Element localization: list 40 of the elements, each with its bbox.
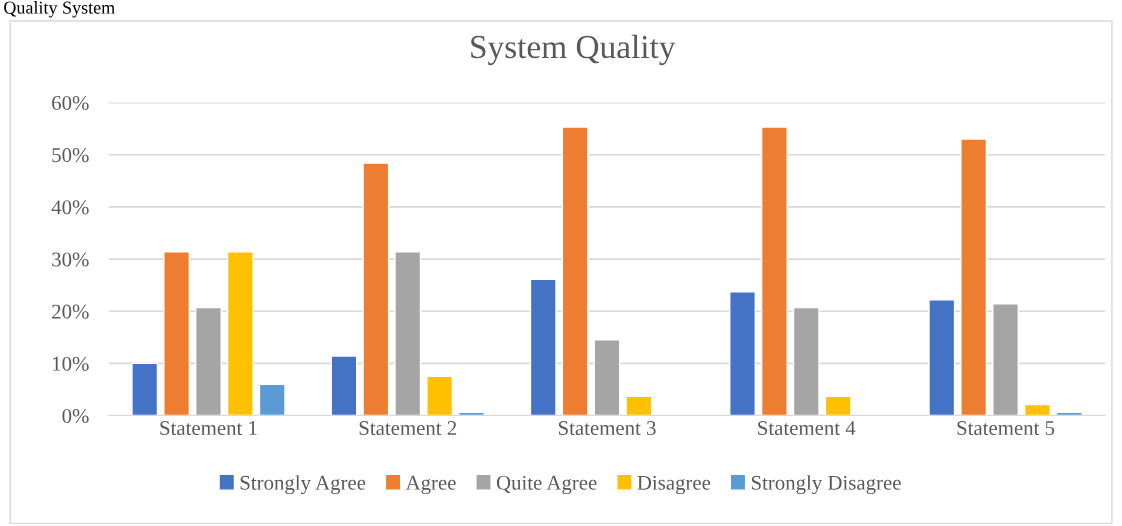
bar [1023, 403, 1051, 416]
bar [330, 355, 358, 416]
x-tick-label: Statement 2 [359, 421, 457, 436]
legend-label: Agree [405, 475, 456, 495]
y-tick-label: 20% [52, 304, 89, 319]
bar [792, 306, 820, 416]
bar [992, 303, 1019, 416]
y-tick-label: 60% [52, 95, 89, 111]
bar [163, 251, 191, 416]
bar [625, 395, 653, 416]
bar [529, 278, 557, 416]
bar [960, 138, 988, 416]
y-tick-label: 10% [53, 356, 89, 371]
bar [593, 339, 621, 416]
bar [131, 362, 159, 416]
text: Quality System [4, 1, 115, 18]
bar [362, 162, 390, 416]
bar [729, 291, 756, 416]
y-tick-label: 0% [62, 408, 89, 424]
bar [195, 306, 222, 416]
legend-label: Strongly Agree [240, 475, 366, 495]
bar [258, 383, 286, 416]
bar [824, 395, 852, 416]
x-tick-label: Statement 3 [558, 421, 656, 436]
legend-label: Quite Agree [496, 475, 597, 495]
bar [226, 251, 254, 416]
x-tick-label: Statement 5 [957, 421, 1055, 436]
bar [426, 375, 454, 416]
y-tick-label: 40% [51, 200, 89, 215]
bar [561, 126, 589, 416]
x-tick-label: Statement 1 [160, 421, 257, 436]
bar [394, 251, 422, 416]
bar [760, 126, 788, 416]
x-tick-label: Statement 4 [758, 421, 856, 436]
chart-title: System Quality [471, 34, 676, 66]
legend-label: Disagree [637, 475, 711, 495]
y-tick-label: 50% [52, 148, 89, 163]
legend-label: Strongly Disagree [751, 475, 901, 495]
y-tick-label: 30% [52, 252, 89, 267]
bar [928, 299, 956, 416]
